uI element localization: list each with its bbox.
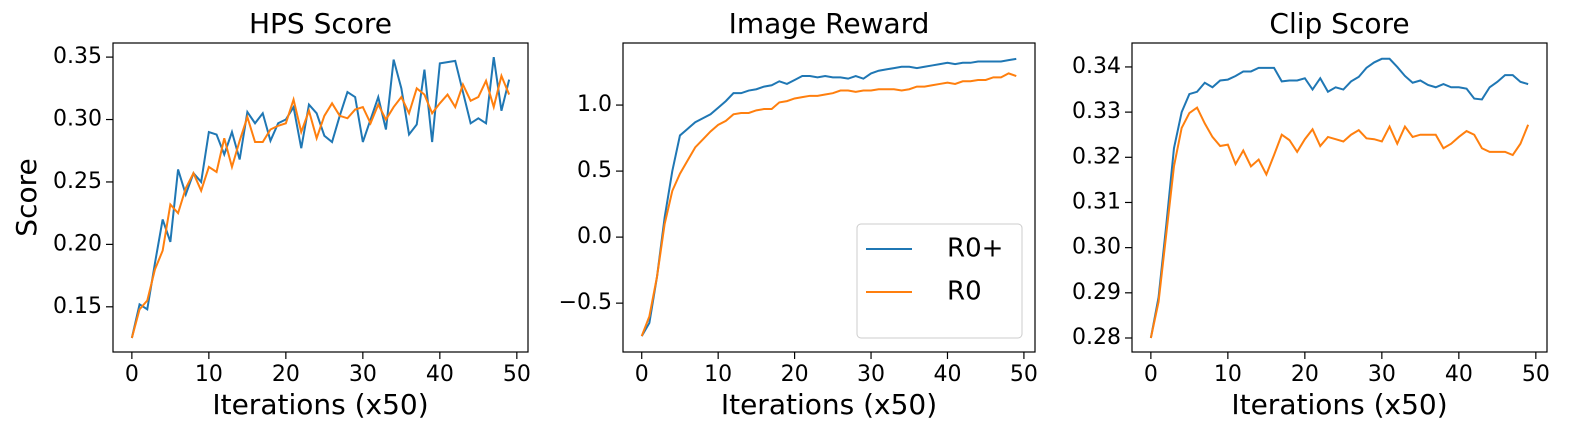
line-series [1149, 106, 1530, 339]
x-axis-label: Iterations (x50) [1231, 388, 1447, 421]
axes-frame [112, 42, 529, 353]
y-tick-label: 0.29 [1072, 280, 1121, 305]
axes-frame [1131, 42, 1548, 353]
y-tick-label: 0.30 [1072, 235, 1121, 260]
line-series [130, 56, 511, 339]
x-tick-label: 40 [933, 362, 961, 387]
y-tick-label: 1.0 [577, 92, 612, 117]
x-tick-label: 50 [503, 362, 531, 387]
y-tick-label: 0.5 [577, 158, 612, 183]
x-tick-label: 30 [349, 362, 377, 387]
y-tick-label: 0.34 [1072, 54, 1121, 79]
legend-box [856, 223, 1023, 339]
x-tick-label: 0 [125, 362, 139, 387]
y-tick-label: 0.25 [53, 169, 102, 194]
y-tick-label: 0.0 [577, 224, 612, 249]
x-tick-label: 20 [781, 362, 809, 387]
x-tick-label: 20 [1291, 362, 1319, 387]
y-tick-label: 0.15 [53, 294, 102, 319]
y-tick-label: 0.28 [1072, 325, 1121, 350]
x-tick-label: 30 [1368, 362, 1396, 387]
chart-title: Image Reward [729, 7, 930, 40]
y-axis-label: Score [10, 158, 43, 236]
x-tick-label: 50 [1010, 362, 1038, 387]
y-tick-label: 0.20 [53, 231, 102, 256]
x-axis-label: Iterations (x50) [212, 388, 428, 421]
x-tick-label: 20 [272, 362, 300, 387]
y-tick-label: 0.33 [1072, 99, 1121, 124]
y-tick-label: 0.35 [53, 44, 102, 69]
axes-frame [622, 42, 1036, 353]
x-tick-label: 40 [1445, 362, 1473, 387]
x-tick-label: 50 [1522, 362, 1550, 387]
x-tick-label: 40 [426, 362, 454, 387]
legend-label: R0 [947, 277, 982, 307]
x-tick-label: 0 [1144, 362, 1158, 387]
line-series [640, 57, 1017, 337]
x-tick-label: 0 [635, 362, 649, 387]
y-tick-label: 0.32 [1072, 144, 1121, 169]
x-tick-label: 10 [195, 362, 223, 387]
chart-title: HPS Score [249, 7, 392, 40]
y-tick-label: 0.30 [53, 107, 102, 132]
line-series [640, 72, 1017, 337]
y-tick-label: 0.31 [1072, 189, 1121, 214]
x-tick-label: 10 [704, 362, 732, 387]
x-tick-label: 30 [857, 362, 885, 387]
x-axis-label: Iterations (x50) [721, 388, 937, 421]
legend-label: R0+ [947, 234, 1003, 264]
line-series [1149, 57, 1529, 339]
y-tick-label: −0.5 [559, 290, 612, 315]
line-series [130, 72, 511, 339]
chart-title: Clip Score [1269, 7, 1409, 40]
x-tick-label: 10 [1214, 362, 1242, 387]
